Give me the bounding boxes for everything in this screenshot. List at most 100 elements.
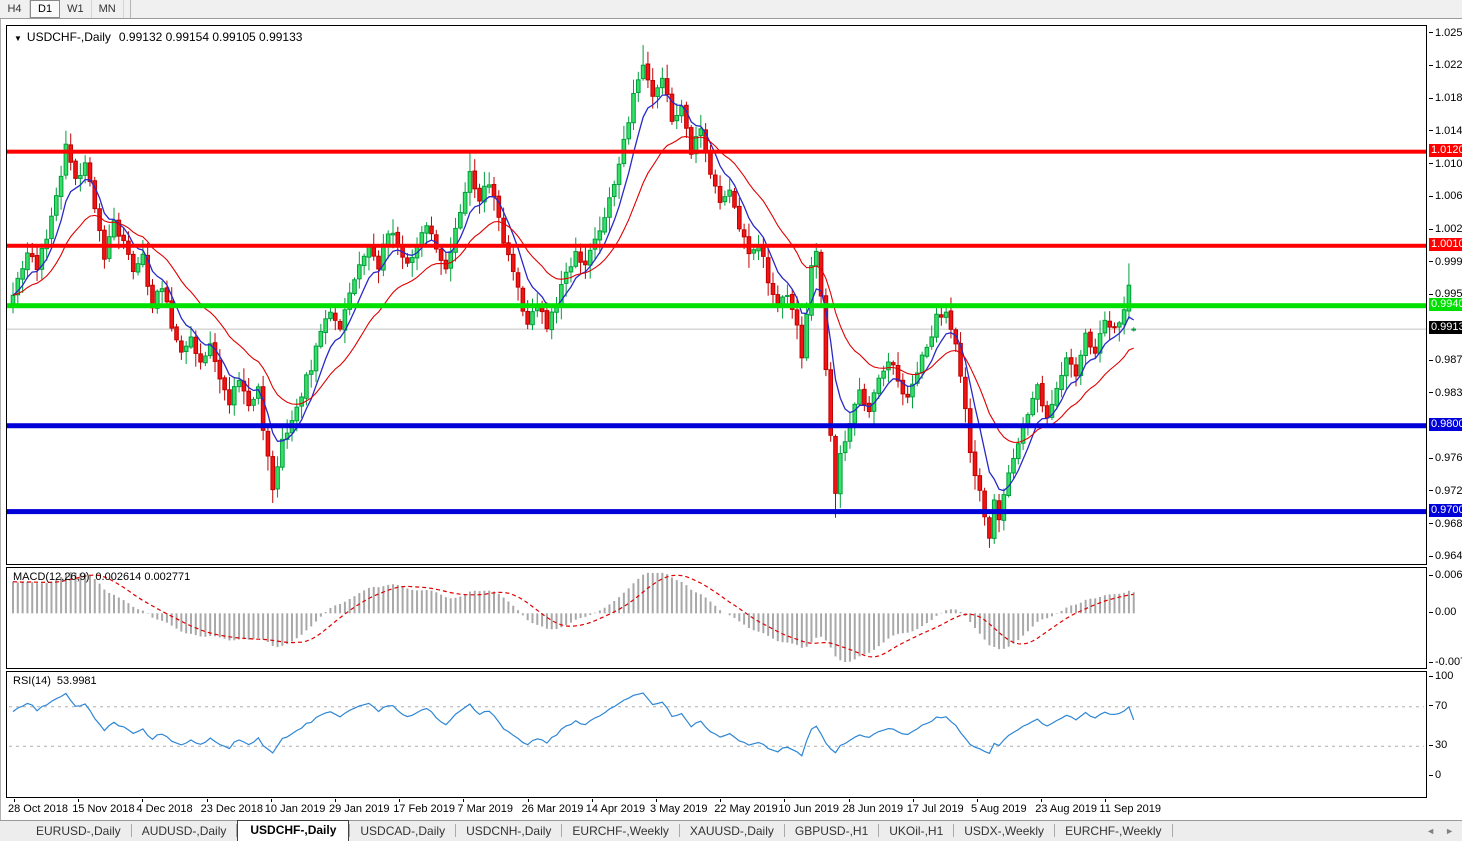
rsi-axis-tick: 70 <box>1429 700 1447 712</box>
price-tick: 0.99910 <box>1429 256 1462 268</box>
tab-separator <box>130 824 132 837</box>
macd-histogram <box>12 572 1135 662</box>
time-label: 11 Sep 2019 <box>1099 803 1161 815</box>
tab-separator <box>236 824 238 837</box>
price-tick: 1.00670 <box>1429 190 1462 202</box>
chart-title: ▼ USDCHF-,Daily 0.99132 0.99154 0.99105 0.… <box>14 30 302 44</box>
chart-collapse-icon[interactable]: ▼ <box>14 34 22 43</box>
time-label: 14 Apr 2019 <box>585 803 646 815</box>
tab-ukoil-h1[interactable]: UKOil-,H1 <box>889 824 944 838</box>
price-tick: 1.01050 <box>1429 158 1462 170</box>
level-line-0.99406[interactable] <box>7 303 1426 309</box>
rsi-name: RSI(14) <box>13 675 51 687</box>
rsi-axis-tick: 30 <box>1429 739 1447 751</box>
tab-separator <box>1171 824 1173 837</box>
time-label: 3 May 2019 <box>650 803 708 815</box>
price-tick: 1.00290 <box>1429 223 1462 235</box>
tab-usdcnh-daily[interactable]: USDCNH-,Daily <box>466 824 552 838</box>
tab-separator <box>783 824 785 837</box>
time-tick-mark <box>270 799 272 802</box>
level-line-1.00106[interactable] <box>7 243 1426 248</box>
toolbar-separator <box>129 0 131 18</box>
tab-audusd-daily[interactable]: AUDUSD-,Daily <box>141 824 227 838</box>
tab-eurchf-weekly[interactable]: EURCHF-,Weekly <box>572 824 669 838</box>
time-tick-mark <box>399 799 401 802</box>
level-line-0.97001[interactable] <box>7 509 1426 515</box>
price-tick: 0.98760 <box>1429 354 1462 366</box>
price-tick: 0.98380 <box>1429 387 1462 399</box>
price-tag-level[interactable]: 0.99406 <box>1429 297 1462 311</box>
price-tick: 1.01820 <box>1429 92 1462 104</box>
rsi-panel[interactable]: RSI(14) 53.9981 <box>6 671 1427 798</box>
price-tick: 1.02580 <box>1429 27 1462 39</box>
time-tick-mark <box>977 799 978 802</box>
rsi-plot[interactable] <box>7 672 1426 797</box>
price-tag-level[interactable]: 1.00106 <box>1429 237 1462 251</box>
candles <box>10 45 1137 548</box>
ma-fast-line <box>12 94 1135 492</box>
tab-separator <box>561 824 563 837</box>
price-tag-level[interactable]: 1.01205 <box>1429 143 1462 157</box>
macd-axis-min: -0.00762 <box>1429 656 1462 668</box>
rsi-label: RSI(14) 53.9981 <box>13 675 97 687</box>
time-tick-mark <box>656 799 657 802</box>
time-label: 7 Mar 2019 <box>457 803 514 815</box>
price-tick: 0.96850 <box>1429 518 1462 530</box>
tab-eurchf-weekly[interactable]: EURCHF-,Weekly <box>1065 824 1162 838</box>
tab-separator <box>455 824 457 837</box>
price-tag-level[interactable]: 0.98004 <box>1429 417 1462 431</box>
timeframe-mn-button[interactable]: MN <box>92 0 124 18</box>
tab-separator <box>878 824 880 837</box>
macd-axis-zero: 0.00 <box>1429 606 1456 618</box>
level-line-1.01205[interactable] <box>7 149 1426 154</box>
time-label: 4 Dec 2018 <box>136 803 193 815</box>
time-label: 17 Jul 2019 <box>906 803 964 815</box>
chart-tab-bar: EURUSD-,Daily AUDUSD-,Daily USDCHF-,Daily U… <box>0 820 1462 841</box>
tab-separator <box>678 824 680 837</box>
price-tick: 0.97610 <box>1429 452 1462 464</box>
rsi-axis-tick: 100 <box>1429 670 1453 682</box>
time-tick-mark <box>78 799 80 802</box>
tab-usdcad-daily[interactable]: USDCAD-,Daily <box>360 824 446 838</box>
timeframe-w1-button[interactable]: W1 <box>60 0 92 18</box>
chart-symbol-label: USDCHF-,Daily <box>26 30 111 44</box>
time-tick-mark <box>206 799 208 802</box>
time-label: 26 Mar 2019 <box>521 803 584 815</box>
time-label: 22 May 2019 <box>714 803 778 815</box>
time-label: 5 Aug 2019 <box>971 803 1027 815</box>
macd-label: MACD(12,26,9) 0.002614 0.002771 <box>13 571 190 583</box>
level-line-0.98004[interactable] <box>7 423 1426 429</box>
price-chart-panel[interactable]: ▼ USDCHF-,Daily 0.99132 0.99154 0.99105 0.… <box>6 25 1427 565</box>
macd-plot[interactable] <box>7 568 1426 668</box>
time-tick-mark <box>527 799 529 802</box>
tab-scroll-left-icon[interactable]: ◄ <box>1426 826 1436 836</box>
tab-gbpusd-h1[interactable]: GBPUSD-,H1 <box>794 824 869 838</box>
time-label: 23 Dec 2018 <box>200 803 263 815</box>
tab-xauusd-daily[interactable]: XAUUSD-,Daily <box>689 824 774 838</box>
time-tick-mark <box>591 799 593 802</box>
price-tick: 0.99530 <box>1429 288 1462 300</box>
tab-separator <box>953 824 955 837</box>
timeframe-d1-button[interactable]: D1 <box>30 0 61 18</box>
time-tick-mark <box>1105 799 1107 802</box>
time-label: 29 Jan 2019 <box>329 803 390 815</box>
price-tick: 1.02200 <box>1429 59 1462 71</box>
macd-panel[interactable]: MACD(12,26,9) 0.002614 0.002771 <box>6 567 1427 669</box>
tab-usdx-weekly[interactable]: USDX-,Weekly <box>964 824 1045 838</box>
time-tick-mark <box>142 799 144 802</box>
price-tag-level[interactable]: 0.97001 <box>1429 503 1462 517</box>
macd-values: 0.002614 0.002771 <box>95 571 191 583</box>
rsi-axis-tick: 0 <box>1429 769 1441 781</box>
timeframe-h4-button[interactable]: H4 <box>0 0 30 18</box>
tab-scroll-right-icon[interactable]: ► <box>1445 826 1454 836</box>
tab-usdchf-daily[interactable]: USDCHF-,Daily <box>237 820 350 841</box>
time-label: 10 Jan 2019 <box>264 803 326 815</box>
tab-eurusd-daily[interactable]: EURUSD-,Daily <box>36 824 121 838</box>
price-axis[interactable]: 1.02580 1.02200 1.01820 1.01440 1.01050 1.006… <box>1429 19 1462 819</box>
time-tick-mark <box>1041 799 1043 802</box>
chart-ohlc-values: 0.99132 0.99154 0.99105 0.99133 <box>118 30 303 44</box>
time-axis[interactable]: 28 Oct 2018 15 Nov 2018 4 Dec 2018 23 Dec 2… <box>6 799 1427 819</box>
time-label: 28 Jun 2019 <box>842 803 904 815</box>
candlestick-plot[interactable] <box>7 26 1426 564</box>
